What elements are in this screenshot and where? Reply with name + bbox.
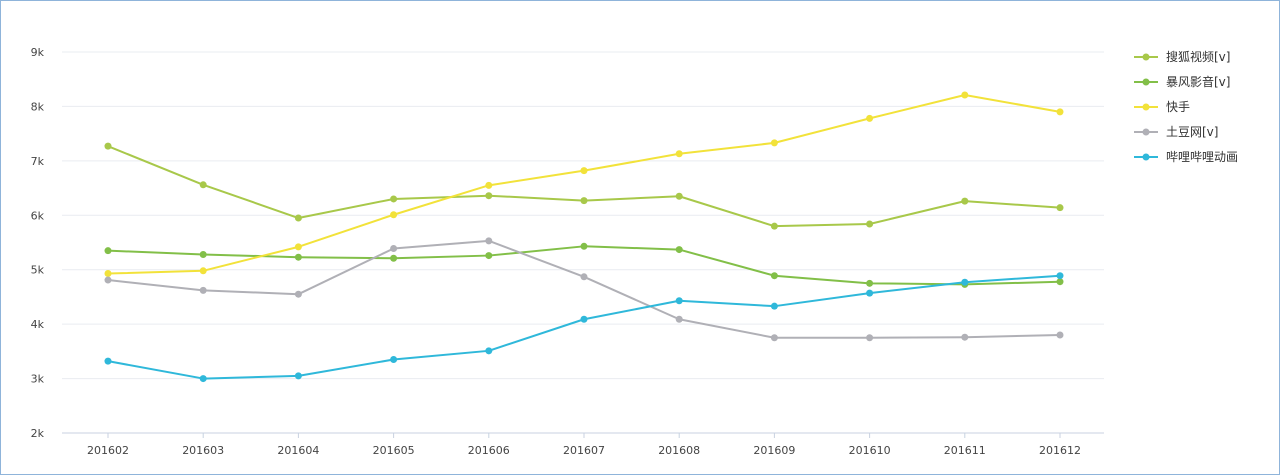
data-point [104, 247, 112, 255]
data-point [390, 211, 398, 219]
data-point [1056, 272, 1064, 280]
data-point [390, 244, 398, 252]
y-tick-label: 2k [31, 427, 45, 440]
data-point [294, 243, 302, 251]
data-point [675, 297, 683, 305]
x-tick-label: 201606 [468, 444, 510, 457]
data-point [294, 214, 302, 222]
data-point [485, 181, 493, 189]
data-point [866, 279, 874, 287]
legend-label: 暴风影音[v] [1166, 74, 1230, 89]
legend-label: 快手 [1166, 100, 1190, 114]
data-point [770, 302, 778, 310]
data-point [294, 253, 302, 261]
data-point [580, 315, 588, 323]
legend-marker [1142, 78, 1150, 86]
legend-marker [1142, 128, 1150, 136]
data-point [961, 278, 969, 286]
data-point [770, 222, 778, 230]
data-point [1056, 204, 1064, 212]
data-point [485, 192, 493, 200]
legend-label: 土豆网[v] [1166, 125, 1218, 139]
data-point [199, 250, 207, 258]
legend-label: 哔哩哔哩动画 [1166, 150, 1238, 164]
x-tick-label: 201605 [373, 444, 415, 457]
data-point [1056, 108, 1064, 116]
data-point [580, 167, 588, 175]
legend-marker [1142, 153, 1150, 161]
y-axis: 2k 3k 4k 5k 6k 7k 8k 9k [31, 46, 45, 440]
data-point [866, 289, 874, 297]
y-tick-label: 8k [31, 100, 45, 113]
data-point [580, 197, 588, 205]
data-point [1056, 278, 1064, 286]
data-point [104, 357, 112, 365]
data-point [199, 286, 207, 294]
y-tick-label: 9k [31, 46, 45, 59]
legend-marker [1142, 53, 1150, 61]
y-tick-label: 5k [31, 264, 45, 277]
data-point [866, 220, 874, 228]
data-point [675, 192, 683, 200]
data-point [199, 181, 207, 189]
data-point [866, 114, 874, 122]
y-tick-label: 4k [31, 318, 45, 331]
data-point [675, 150, 683, 158]
x-tick-label: 201607 [563, 444, 605, 457]
x-tick-label: 201612 [1039, 444, 1081, 457]
data-point [390, 356, 398, 364]
data-point [390, 195, 398, 203]
data-point [199, 267, 207, 275]
x-tick-label: 201609 [753, 444, 795, 457]
data-point [485, 237, 493, 245]
legend-marker [1142, 103, 1150, 111]
x-tick-label: 201611 [944, 444, 986, 457]
y-tick-label: 3k [31, 373, 45, 386]
series-group [104, 91, 1064, 383]
data-point [675, 246, 683, 254]
data-point [199, 375, 207, 383]
x-tick-label: 201602 [87, 444, 129, 457]
x-tick-label: 201610 [849, 444, 891, 457]
y-tick-label: 6k [31, 209, 45, 222]
y-tick-label: 7k [31, 155, 45, 168]
data-point [390, 254, 398, 262]
data-point [485, 347, 493, 355]
data-point [961, 91, 969, 99]
data-point [675, 315, 683, 323]
data-point [294, 372, 302, 380]
x-tick-label: 201603 [182, 444, 224, 457]
data-point [485, 252, 493, 260]
data-point [104, 142, 112, 150]
data-point [580, 242, 588, 250]
legend-label: 搜狐视频[v] [1166, 49, 1230, 64]
data-point [104, 270, 112, 278]
grid-lines [62, 51, 1104, 434]
data-point [961, 197, 969, 205]
series-line-0 [107, 145, 1061, 228]
x-tick-label: 201604 [277, 444, 319, 457]
data-point [770, 272, 778, 280]
data-point [770, 139, 778, 147]
x-axis: 201602 201603 201604 201605 201606 201607 2016… [87, 433, 1081, 457]
data-point [294, 290, 302, 298]
data-point [866, 334, 874, 342]
data-point [104, 276, 112, 284]
x-tick-label: 201608 [658, 444, 700, 457]
data-point [1056, 331, 1064, 339]
data-point [961, 333, 969, 341]
series-line-4 [107, 274, 1061, 380]
data-point [580, 273, 588, 281]
data-point [770, 334, 778, 342]
